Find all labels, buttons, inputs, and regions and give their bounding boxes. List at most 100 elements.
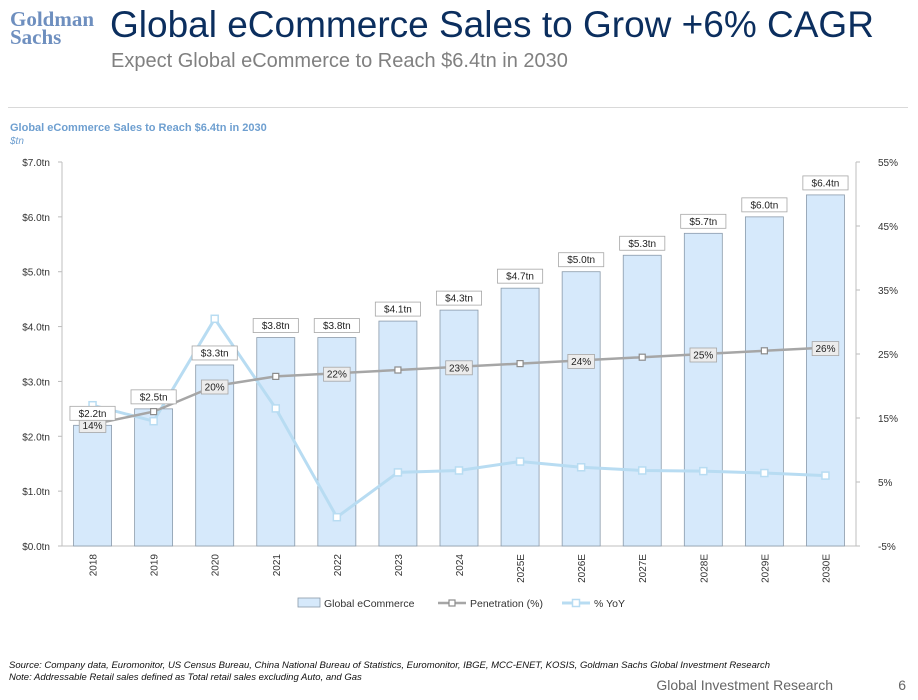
penetration-marker: [272, 372, 280, 380]
bar-data-label: $3.3tn: [201, 348, 229, 359]
bar-data-label: $5.7tn: [689, 217, 717, 228]
x-tick-label: 2026E: [577, 554, 588, 583]
x-tick-label: 2022: [333, 554, 344, 577]
bar-data-label-box: [252, 318, 299, 333]
penetration-data-label-box: [200, 379, 229, 395]
legend-marker-penetration: [448, 599, 456, 607]
ecommerce-chart: $0.0tn $1.0tn $2.0tn $3.0tn $4.0tn $5.0tn $6.0…: [22, 158, 898, 610]
bar-2025E: [500, 287, 540, 547]
penetration-data-label-box: [445, 360, 473, 376]
x-tick-label: 2019: [150, 554, 161, 577]
x-tick-label: 2027E: [638, 554, 649, 583]
y-right-tick-label: 5%: [878, 478, 893, 489]
penetration-data-label: 25%: [693, 351, 713, 362]
bar-data-label-box: [130, 389, 177, 405]
bar-2018: [73, 424, 112, 547]
x-tick-label: 2025E: [516, 554, 527, 583]
bar-data-label: $4.1tn: [384, 305, 412, 316]
y-right-tick-label: 35%: [878, 286, 898, 297]
yoy-marker: [821, 471, 830, 480]
penetration-marker: [516, 360, 524, 368]
yoy-marker: [454, 466, 464, 475]
y-left-tick-label: $4.0tn: [22, 323, 50, 334]
penetration-data-label-box: [323, 366, 351, 382]
yoy-marker: [332, 512, 342, 522]
bar-data-label: $2.2tn: [79, 409, 107, 420]
x-tick-label: 2018: [89, 554, 100, 577]
penetration-data-label: 20%: [205, 383, 225, 394]
bar-2028E: [683, 232, 723, 547]
bar-2019: [134, 408, 174, 547]
header-divider: [8, 107, 908, 108]
footer-note: Note: Addressable Retail sales defined a…: [9, 672, 362, 683]
bar-data-label-box: [69, 405, 116, 421]
bar-data-label-box: [497, 268, 544, 284]
bar-2020: [195, 364, 235, 547]
yoy-marker: [393, 468, 403, 477]
legend-swatch-bar: [297, 597, 321, 608]
yoy-marker: [576, 463, 586, 472]
penetration-data-label: 14%: [83, 421, 103, 432]
x-tick-label: 2020: [211, 554, 222, 577]
bar-data-label-box: [435, 290, 482, 306]
y-right-tick-label: 45%: [878, 222, 898, 233]
penetration-data-label-box: [689, 347, 718, 363]
bar-2024: [439, 309, 479, 547]
page-title: Global eCommerce Sales to Grow +6% CAGR: [110, 4, 874, 45]
legend-label-penetration: Penetration (%): [470, 598, 543, 610]
bar-data-label-box: [680, 213, 727, 229]
bar-data-label: $3.8tn: [262, 321, 290, 332]
bar-data-label: $6.0tn: [750, 200, 778, 211]
penetration-data-label-box: [567, 353, 595, 369]
penetration-data-label: 24%: [571, 357, 591, 368]
bar-2023: [378, 320, 418, 547]
y-left-tick-label: $0.0tn: [22, 542, 50, 553]
x-tick-label: 2021: [272, 554, 283, 577]
y-right-tick-label: -5%: [878, 542, 896, 553]
bar-2026E: [561, 271, 601, 547]
bar-data-label-box: [191, 345, 238, 361]
y-left-tick-label: $3.0tn: [22, 377, 50, 388]
yoy-marker: [271, 404, 281, 413]
y-left-tick-label: $2.0tn: [22, 432, 50, 443]
penetration-marker: [760, 347, 768, 355]
bar-data-label-box: [619, 235, 666, 251]
page-subtitle: Expect Global eCommerce to Reach $6.4tn …: [111, 50, 568, 72]
penetration-marker: [394, 366, 402, 374]
yoy-marker: [760, 468, 769, 478]
bar-data-label-box: [313, 318, 360, 333]
x-tick-label: 2030E: [821, 554, 832, 583]
yoy-marker: [149, 416, 158, 426]
penetration-marker: [150, 408, 158, 416]
legend-label-bar: Global eCommerce: [324, 598, 415, 610]
chart-unit-label: $tn: [10, 136, 24, 147]
bar-data-label-box: [741, 197, 788, 213]
bar-data-label: $5.3tn: [628, 239, 656, 250]
bar-2030E: [806, 194, 845, 547]
page-number: 6: [898, 677, 906, 693]
logo-line-1: Goldman: [10, 7, 95, 31]
yoy-marker: [637, 466, 647, 475]
footer-department: Global Investment Research: [656, 677, 833, 693]
bar-data-label: $3.8tn: [323, 321, 351, 332]
y-left-tick-label: $7.0tn: [22, 158, 50, 169]
y-right-tick-label: 25%: [878, 350, 898, 361]
bar-data-label: $2.5tn: [140, 392, 168, 403]
legend-marker-yoy: [571, 598, 581, 608]
bar-2029E: [744, 216, 784, 547]
penetration-data-label: 26%: [815, 344, 835, 355]
bar-data-label: $5.0tn: [567, 255, 595, 266]
y-left-tick-label: $1.0tn: [22, 487, 50, 498]
y-right-tick-label: 55%: [878, 158, 898, 169]
x-tick-label: 2028E: [699, 554, 710, 583]
penetration-data-label: 23%: [449, 363, 469, 374]
penetration-data-label: 22%: [327, 370, 347, 381]
penetration-marker: [638, 353, 646, 361]
logo-line-2: Sachs: [10, 25, 62, 49]
yoy-marker: [210, 314, 219, 324]
bar-data-label: $4.7tn: [506, 272, 534, 283]
bar-data-label: $6.4tn: [812, 178, 840, 189]
y-left-tick-label: $5.0tn: [22, 268, 50, 279]
legend-label-yoy: % YoY: [594, 598, 625, 610]
bar-data-label-box: [558, 252, 605, 268]
